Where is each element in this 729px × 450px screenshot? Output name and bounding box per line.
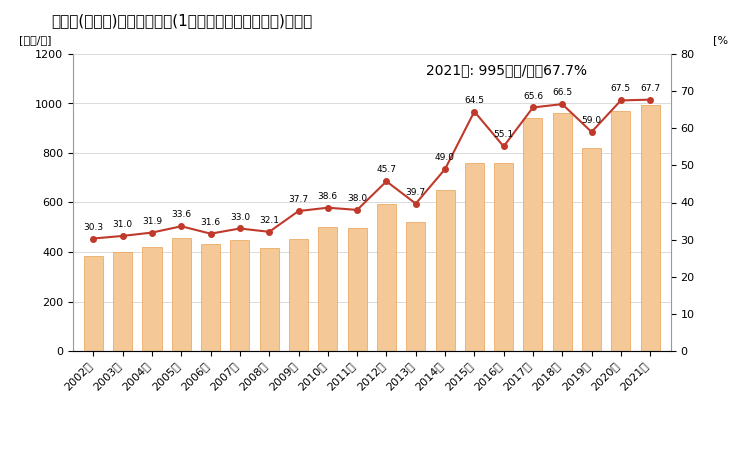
Text: 37.7: 37.7 (289, 195, 308, 204)
Bar (289, 239, 308, 351)
Text: 31.6: 31.6 (200, 218, 221, 227)
Text: 64.5: 64.5 (464, 95, 484, 104)
対全国比（右軸）（右軸） (382, 179, 391, 184)
対全国比（右軸）（右軸） (265, 229, 273, 234)
対全国比（右軸）（右軸） (148, 230, 157, 235)
対全国比（右軸）（右軸） (324, 205, 332, 211)
対全国比（右軸）（右軸） (295, 208, 303, 214)
Text: 49.0: 49.0 (435, 153, 455, 162)
対全国比（右軸）（右軸） (617, 98, 625, 103)
Bar (612, 111, 631, 351)
Bar (553, 113, 572, 351)
Text: 30.3: 30.3 (83, 223, 104, 232)
Text: [%]: [%] (712, 35, 729, 45)
対全国比（右軸）（右軸） (558, 101, 566, 107)
Text: 31.0: 31.0 (113, 220, 133, 229)
Bar (84, 256, 103, 351)
Bar (377, 204, 396, 351)
Text: 33.6: 33.6 (171, 210, 192, 219)
Bar (230, 239, 249, 351)
Text: 55.1: 55.1 (494, 130, 514, 140)
対全国比（右軸）（右軸） (646, 97, 655, 102)
Text: 45.7: 45.7 (376, 166, 397, 175)
対全国比（右軸）（右軸） (235, 226, 244, 231)
Bar (494, 163, 513, 351)
Text: 31.9: 31.9 (142, 216, 162, 225)
Text: 66.5: 66.5 (552, 88, 572, 97)
Bar (201, 244, 220, 351)
Bar (260, 248, 278, 351)
対全国比（右軸）（右軸） (206, 231, 215, 236)
対全国比（右軸）（右軸） (440, 166, 449, 172)
Text: 67.7: 67.7 (640, 84, 660, 93)
Text: 2021年: 995万円/人，67.7%: 2021年: 995万円/人，67.7% (426, 63, 587, 77)
対全国比（右軸）（右軸） (89, 236, 98, 241)
対全国比（右軸）（右軸） (470, 109, 479, 114)
Bar (435, 190, 455, 351)
Bar (523, 118, 542, 351)
Bar (406, 222, 425, 351)
Text: 38.6: 38.6 (318, 192, 338, 201)
Bar (582, 148, 601, 351)
Text: 大槌町(岩手県)の労働生産性(1人当たり粗付加価値額)の推移: 大槌町(岩手県)の労働生産性(1人当たり粗付加価値額)の推移 (51, 14, 312, 28)
Bar (172, 238, 191, 351)
対全国比（右軸）（右軸） (177, 224, 186, 229)
Bar (142, 247, 162, 351)
Text: 67.5: 67.5 (611, 85, 631, 94)
Text: 65.6: 65.6 (523, 91, 543, 100)
Text: 59.0: 59.0 (582, 116, 601, 125)
Text: 32.1: 32.1 (260, 216, 279, 225)
対全国比（右軸）（右軸） (529, 105, 537, 110)
対全国比（右軸）（右軸） (118, 233, 127, 238)
Bar (348, 228, 367, 351)
Text: 38.0: 38.0 (347, 194, 367, 203)
Bar (465, 163, 484, 351)
Text: 33.0: 33.0 (230, 212, 250, 221)
Bar (641, 105, 660, 351)
Bar (113, 252, 132, 351)
対全国比（右軸）（右軸） (587, 129, 596, 135)
Line: 対全国比（右軸）（右軸）: 対全国比（右軸）（右軸） (90, 97, 653, 241)
Text: [万円/人]: [万円/人] (19, 35, 52, 45)
Bar (319, 227, 338, 351)
対全国比（右軸）（右軸） (353, 207, 362, 213)
対全国比（右軸）（右軸） (499, 144, 508, 149)
対全国比（右軸）（右軸） (411, 201, 420, 206)
Text: 39.7: 39.7 (405, 188, 426, 197)
